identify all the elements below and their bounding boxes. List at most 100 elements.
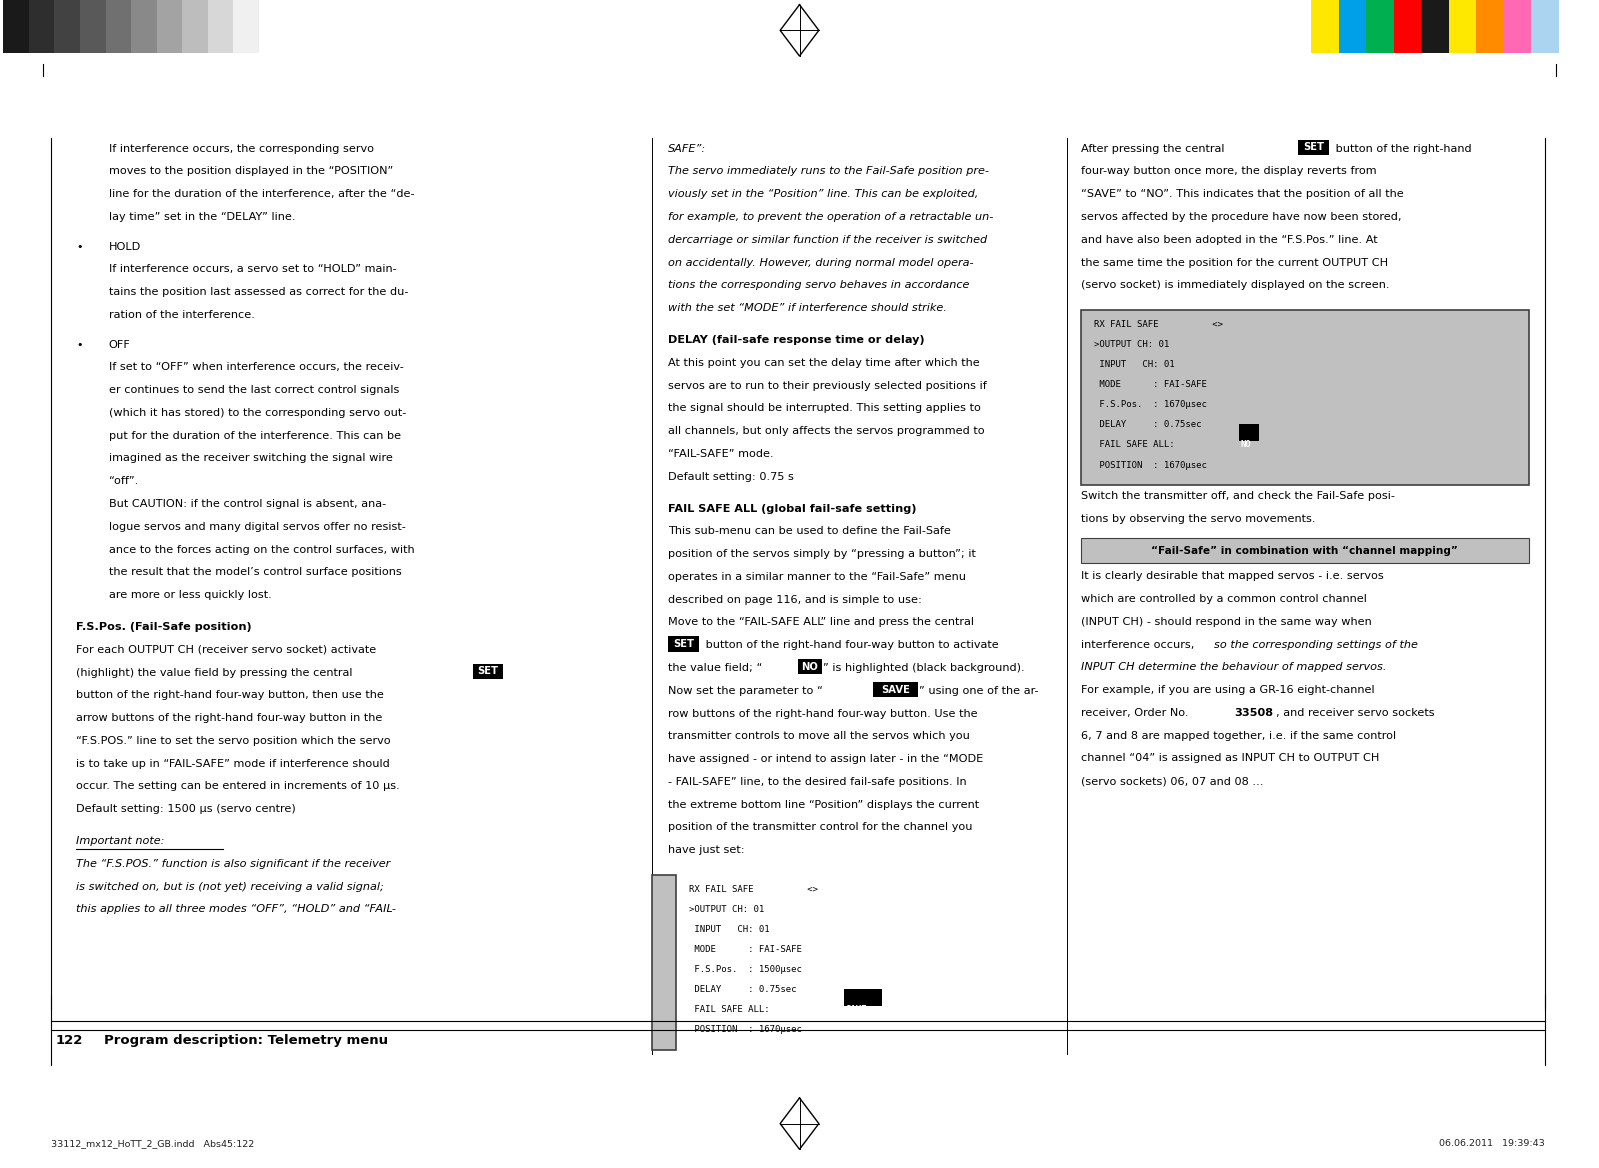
- Text: MODE      : FAI-SAFE: MODE : FAI-SAFE: [689, 945, 803, 954]
- Text: so the corresponding settings of the: so the corresponding settings of the: [1214, 640, 1418, 649]
- Text: RX FAIL SAFE          <>: RX FAIL SAFE <>: [1094, 320, 1223, 329]
- Bar: [233, 0, 259, 53]
- Text: DELAY (fail-safe response time or delay): DELAY (fail-safe response time or delay): [668, 335, 924, 345]
- Bar: [798, 659, 822, 674]
- Bar: [1338, 0, 1366, 53]
- Text: is to take up in “FAIL-SAFE” mode if interference should: is to take up in “FAIL-SAFE” mode if int…: [77, 758, 390, 769]
- Text: button of the right-hand four-way button to activate: button of the right-hand four-way button…: [702, 640, 999, 651]
- Text: DELAY     : 0.75sec: DELAY : 0.75sec: [1094, 420, 1201, 430]
- Text: At this point you can set the delay time after which the: At this point you can set the delay time…: [668, 357, 980, 368]
- Text: tions by observing the servo movements.: tions by observing the servo movements.: [1081, 514, 1316, 524]
- Text: button of the right-hand four-way button, then use the: button of the right-hand four-way button…: [77, 690, 384, 701]
- Text: If interference occurs, a servo set to “HOLD” main-: If interference occurs, a servo set to “…: [109, 264, 397, 274]
- Text: er continues to send the last correct control signals: er continues to send the last correct co…: [109, 385, 400, 395]
- Text: INPUT   CH: 01: INPUT CH: 01: [689, 925, 769, 934]
- Text: But CAUTION: if the control signal is absent, ana-: But CAUTION: if the control signal is ab…: [109, 499, 385, 509]
- Text: The servo immediately runs to the Fail-Safe position pre-: The servo immediately runs to the Fail-S…: [668, 166, 990, 176]
- Text: •: •: [77, 340, 83, 349]
- Bar: [1298, 140, 1329, 155]
- Text: Switch the transmitter off, and check the Fail-Safe posi-: Switch the transmitter off, and check th…: [1081, 492, 1394, 501]
- Text: Default setting: 0.75 s: Default setting: 0.75 s: [668, 472, 795, 481]
- Text: Now set the parameter to “: Now set the parameter to “: [668, 686, 823, 696]
- Text: INPUT   CH: 01: INPUT CH: 01: [1094, 360, 1174, 369]
- Text: F.S.Pos. (Fail-Safe position): F.S.Pos. (Fail-Safe position): [77, 621, 251, 632]
- Bar: [652, 875, 676, 1050]
- Bar: [1081, 538, 1529, 563]
- Text: servos affected by the procedure have now been stored,: servos affected by the procedure have no…: [1081, 211, 1401, 222]
- Text: FAIL SAFE ALL (global fail-safe setting): FAIL SAFE ALL (global fail-safe setting): [668, 503, 916, 514]
- Text: NO: NO: [1241, 440, 1252, 450]
- Text: The “F.S.POS.” function is also significant if the receiver: The “F.S.POS.” function is also signific…: [77, 858, 390, 869]
- Text: SET: SET: [1303, 142, 1324, 153]
- Text: lay time” set in the “DELAY” line.: lay time” set in the “DELAY” line.: [109, 211, 296, 222]
- Text: the same time the position for the current OUTPUT CH: the same time the position for the curre…: [1081, 257, 1388, 267]
- Text: put for the duration of the interference. This can be: put for the duration of the interference…: [109, 431, 401, 440]
- Text: logue servos and many digital servos offer no resist-: logue servos and many digital servos off…: [109, 522, 406, 531]
- Text: with the set “MODE” if interference should strike.: with the set “MODE” if interference shou…: [668, 303, 947, 313]
- Text: viously set in the “Position” line. This can be exploited,: viously set in the “Position” line. This…: [668, 189, 979, 200]
- Text: row buttons of the right-hand four-way button. Use the: row buttons of the right-hand four-way b…: [668, 709, 979, 718]
- Text: >OUTPUT CH: 01: >OUTPUT CH: 01: [1094, 340, 1169, 349]
- Text: MODE      : FAI-SAFE: MODE : FAI-SAFE: [1094, 381, 1207, 389]
- Text: INPUT CH determine the behaviour of mapped servos.: INPUT CH determine the behaviour of mapp…: [1081, 662, 1386, 673]
- Text: tions the corresponding servo behaves in accordance: tions the corresponding servo behaves in…: [668, 280, 969, 291]
- Text: this applies to all three modes “OFF”, “HOLD” and “FAIL-: this applies to all three modes “OFF”, “…: [77, 904, 397, 915]
- Text: After pressing the central: After pressing the central: [1081, 144, 1228, 154]
- Text: This sub-menu can be used to define the Fail-Safe: This sub-menu can be used to define the …: [668, 527, 951, 536]
- Text: for example, to prevent the operation of a retractable un-: for example, to prevent the operation of…: [668, 211, 993, 222]
- Bar: [1532, 0, 1559, 53]
- Bar: [873, 682, 918, 697]
- Text: described on page 116, and is simple to use:: described on page 116, and is simple to …: [668, 595, 923, 605]
- Text: (highlight) the value field by pressing the central: (highlight) the value field by pressing …: [77, 667, 357, 677]
- Text: F.S.Pos.  : 1670μsec: F.S.Pos. : 1670μsec: [1094, 401, 1207, 409]
- Bar: [844, 988, 883, 1007]
- Text: ance to the forces acting on the control surfaces, with: ance to the forces acting on the control…: [109, 544, 414, 555]
- Bar: [157, 0, 182, 53]
- Bar: [80, 0, 106, 53]
- Text: interference occurs,: interference occurs,: [1081, 640, 1198, 649]
- Text: - FAIL-SAFE” line, to the desired fail-safe positions. In: - FAIL-SAFE” line, to the desired fail-s…: [668, 777, 967, 787]
- Text: position of the servos simply by “pressing a button”; it: position of the servos simply by “pressi…: [668, 549, 977, 559]
- Text: Program description: Telemetry menu: Program description: Telemetry menu: [104, 1034, 389, 1047]
- Text: have just set:: have just set:: [668, 846, 745, 855]
- Text: the value field; “: the value field; “: [668, 663, 763, 673]
- Text: “Fail-Safe” in combination with “channel mapping”: “Fail-Safe” in combination with “channel…: [1151, 545, 1458, 556]
- Text: the extreme bottom line “Position” displays the current: the extreme bottom line “Position” displ…: [668, 800, 980, 809]
- Text: are more or less quickly lost.: are more or less quickly lost.: [109, 590, 272, 600]
- Text: DELAY     : 0.75sec: DELAY : 0.75sec: [689, 986, 796, 994]
- Text: FAIL SAFE ALL:: FAIL SAFE ALL:: [1094, 440, 1180, 450]
- Text: RX FAIL SAFE          <>: RX FAIL SAFE <>: [689, 885, 819, 894]
- Bar: [1505, 0, 1532, 53]
- Text: operates in a similar manner to the “Fail-Safe” menu: operates in a similar manner to the “Fai…: [668, 572, 966, 582]
- Text: receiver, Order No.: receiver, Order No.: [1081, 708, 1191, 718]
- Text: line for the duration of the interference, after the “de-: line for the duration of the interferenc…: [109, 189, 414, 200]
- Text: all channels, but only affects the servos programmed to: all channels, but only affects the servo…: [668, 426, 985, 436]
- Text: SET: SET: [477, 666, 499, 676]
- Text: arrow buttons of the right-hand four-way button in the: arrow buttons of the right-hand four-way…: [77, 712, 382, 723]
- Bar: [1422, 0, 1449, 53]
- Text: occur. The setting can be entered in increments of 10 μs.: occur. The setting can be entered in inc…: [77, 781, 400, 792]
- Text: (servo sockets) 06, 07 and 08 …: (servo sockets) 06, 07 and 08 …: [1081, 777, 1263, 786]
- Text: 122: 122: [56, 1034, 83, 1047]
- Text: the signal should be interrupted. This setting applies to: the signal should be interrupted. This s…: [668, 403, 982, 413]
- Text: (servo socket) is immediately displayed on the screen.: (servo socket) is immediately displayed …: [1081, 280, 1390, 291]
- Text: transmitter controls to move all the servos which you: transmitter controls to move all the ser…: [668, 731, 971, 742]
- Bar: [668, 637, 699, 652]
- Bar: [106, 0, 131, 53]
- Text: on accidentally. However, during normal model opera-: on accidentally. However, during normal …: [668, 257, 974, 267]
- Text: “SAVE” to “NO”. This indicates that the position of all the: “SAVE” to “NO”. This indicates that the …: [1081, 189, 1404, 200]
- Text: POSITION  : 1670μsec: POSITION : 1670μsec: [1094, 460, 1207, 470]
- Bar: [1239, 424, 1260, 442]
- Text: “F.S.POS.” line to set the servo position which the servo: “F.S.POS.” line to set the servo positio…: [77, 736, 390, 746]
- Bar: [1394, 0, 1422, 53]
- Text: Important note:: Important note:: [77, 836, 165, 846]
- Text: button of the right-hand: button of the right-hand: [1332, 144, 1471, 154]
- Text: channel “04” is assigned as INPUT CH to OUTPUT CH: channel “04” is assigned as INPUT CH to …: [1081, 753, 1380, 764]
- Bar: [473, 663, 502, 679]
- Bar: [182, 0, 208, 53]
- Text: “FAIL-SAFE” mode.: “FAIL-SAFE” mode.: [668, 449, 774, 459]
- Text: SAFE”:: SAFE”:: [668, 144, 707, 154]
- Text: >OUTPUT CH: 01: >OUTPUT CH: 01: [689, 905, 764, 913]
- Bar: [1366, 0, 1394, 53]
- Text: If set to “OFF” when interference occurs, the receiv-: If set to “OFF” when interference occurs…: [109, 362, 403, 373]
